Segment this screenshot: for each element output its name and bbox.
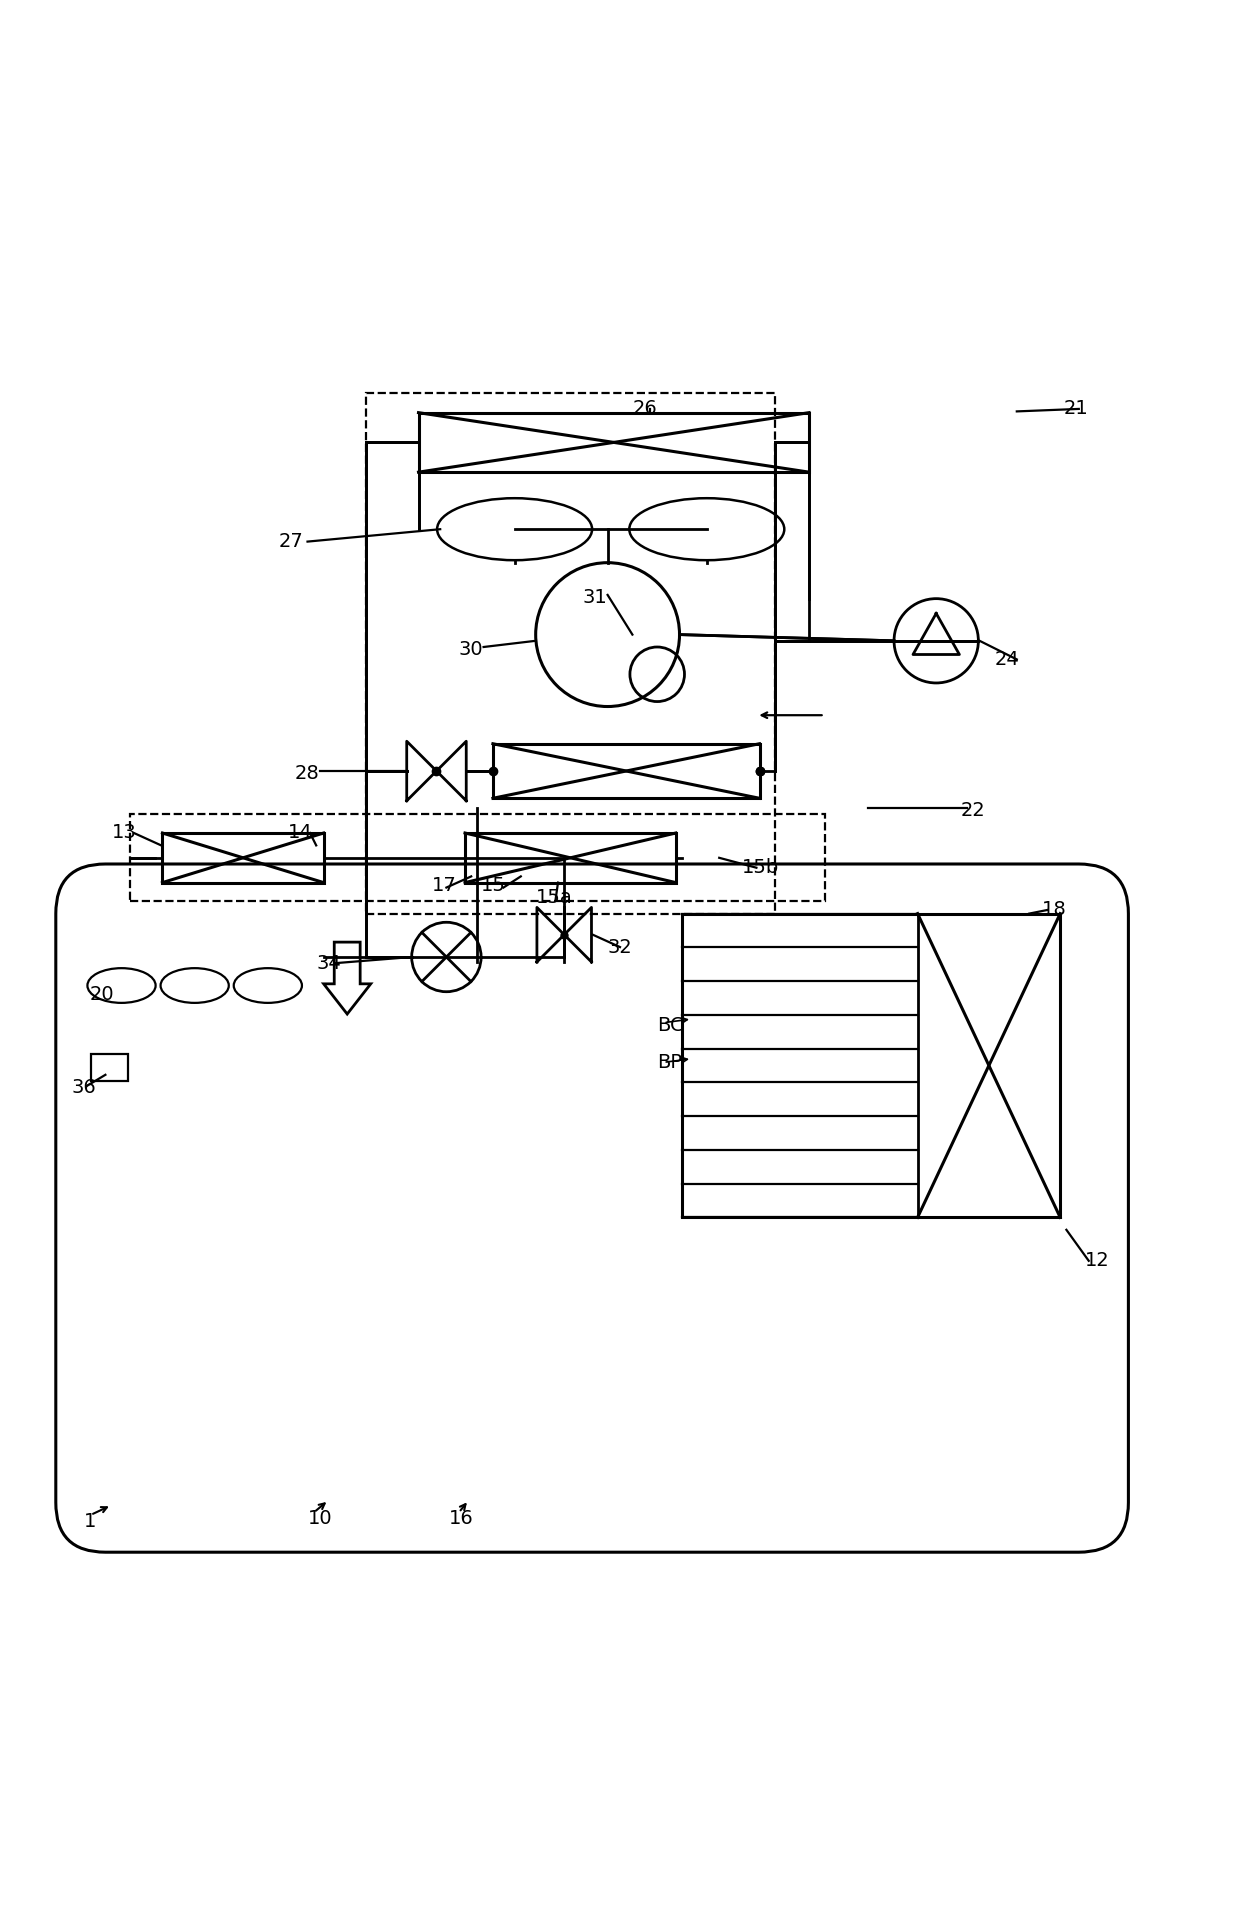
Text: 28: 28 — [295, 764, 320, 783]
Bar — [419, 413, 810, 473]
Bar — [682, 913, 1060, 1217]
Text: 10: 10 — [308, 1510, 332, 1527]
Text: 24: 24 — [994, 651, 1019, 668]
Text: 14: 14 — [288, 823, 312, 842]
Bar — [130, 813, 825, 901]
Text: 21: 21 — [1064, 400, 1089, 419]
Text: 30: 30 — [459, 639, 484, 658]
Text: 20: 20 — [89, 984, 114, 1003]
Text: 31: 31 — [583, 588, 608, 607]
Text: 13: 13 — [112, 823, 136, 842]
Text: 15: 15 — [481, 875, 506, 894]
Text: 12: 12 — [1085, 1252, 1110, 1271]
Bar — [366, 392, 775, 913]
Bar — [494, 745, 759, 798]
Text: BC: BC — [657, 1016, 683, 1035]
Bar — [465, 833, 676, 882]
Text: 36: 36 — [72, 1078, 97, 1097]
Text: 34: 34 — [316, 953, 341, 972]
Text: 15a: 15a — [536, 888, 573, 907]
Text: 17: 17 — [432, 875, 456, 894]
Text: 15b: 15b — [742, 857, 779, 877]
Text: 22: 22 — [961, 802, 986, 821]
Text: BP: BP — [657, 1053, 682, 1072]
Text: 16: 16 — [449, 1510, 474, 1527]
Text: 32: 32 — [608, 938, 632, 957]
Text: 18: 18 — [1042, 900, 1066, 919]
Text: 1: 1 — [84, 1512, 97, 1531]
Bar — [91, 1055, 128, 1081]
Text: 26: 26 — [632, 400, 657, 419]
Text: 27: 27 — [279, 532, 304, 551]
Bar — [162, 833, 324, 882]
